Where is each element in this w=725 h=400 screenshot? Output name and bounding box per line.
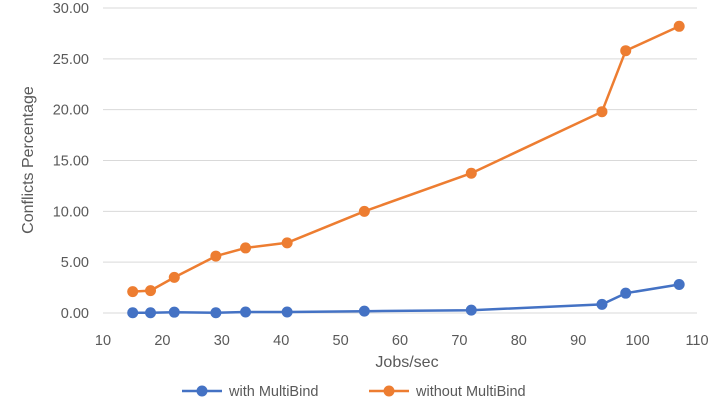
legend-marker xyxy=(383,385,395,397)
y-tick-labels: 0.00 5.00 10.00 15.00 20.00 25.00 30.00 xyxy=(53,1,89,322)
legend-item: with MultiBind xyxy=(182,384,318,400)
y-tick-label: 5.00 xyxy=(61,255,89,271)
x-tick-label: 100 xyxy=(625,333,649,349)
data-point xyxy=(145,307,157,319)
x-tick-label: 30 xyxy=(214,333,230,349)
series-group xyxy=(127,20,685,319)
y-axis-title: Conflicts Percentage xyxy=(20,86,37,234)
data-point xyxy=(168,271,180,283)
data-point xyxy=(596,106,608,118)
x-tick-label: 60 xyxy=(392,333,408,349)
data-point xyxy=(240,242,252,254)
data-point xyxy=(210,250,222,262)
data-point xyxy=(465,167,477,179)
data-point xyxy=(281,237,293,249)
legend: with MultiBind without MultiBind xyxy=(182,384,526,400)
y-tick-label: 10.00 xyxy=(53,204,89,220)
data-point xyxy=(210,307,222,319)
x-tick-labels: 10 20 30 40 50 60 70 80 90 100 110 xyxy=(95,333,709,349)
data-point xyxy=(465,304,477,316)
x-tick-label: 50 xyxy=(333,333,349,349)
data-point xyxy=(673,20,685,32)
x-axis-title: Jobs/sec xyxy=(375,354,438,371)
legend-item: without MultiBind xyxy=(369,384,526,400)
data-point xyxy=(596,298,608,310)
y-tick-label: 15.00 xyxy=(53,154,89,170)
x-tick-label: 70 xyxy=(451,333,467,349)
data-point xyxy=(127,307,139,319)
data-point xyxy=(145,285,157,297)
series-1 xyxy=(127,20,685,298)
series-0 xyxy=(127,279,685,319)
y-tick-label: 25.00 xyxy=(53,52,89,68)
legend-label: without MultiBind xyxy=(415,384,526,400)
x-tick-label: 80 xyxy=(511,333,527,349)
x-tick-label: 40 xyxy=(273,333,289,349)
data-point xyxy=(127,286,139,298)
data-point xyxy=(240,306,252,318)
x-tick-label: 90 xyxy=(570,333,586,349)
y-tick-label: 20.00 xyxy=(53,103,89,119)
y-tick-label: 0.00 xyxy=(61,306,89,322)
y-tick-label: 30.00 xyxy=(53,1,89,17)
data-point xyxy=(281,306,293,318)
data-point xyxy=(620,287,632,299)
data-point xyxy=(358,205,370,217)
x-tick-label: 10 xyxy=(95,333,111,349)
legend-marker xyxy=(196,385,208,397)
data-point xyxy=(358,305,370,317)
x-tick-label: 110 xyxy=(685,333,708,349)
x-tick-label: 20 xyxy=(154,333,170,349)
data-point xyxy=(168,306,180,318)
legend-label: with MultiBind xyxy=(228,384,318,400)
data-point xyxy=(673,279,685,291)
data-point xyxy=(620,45,632,57)
